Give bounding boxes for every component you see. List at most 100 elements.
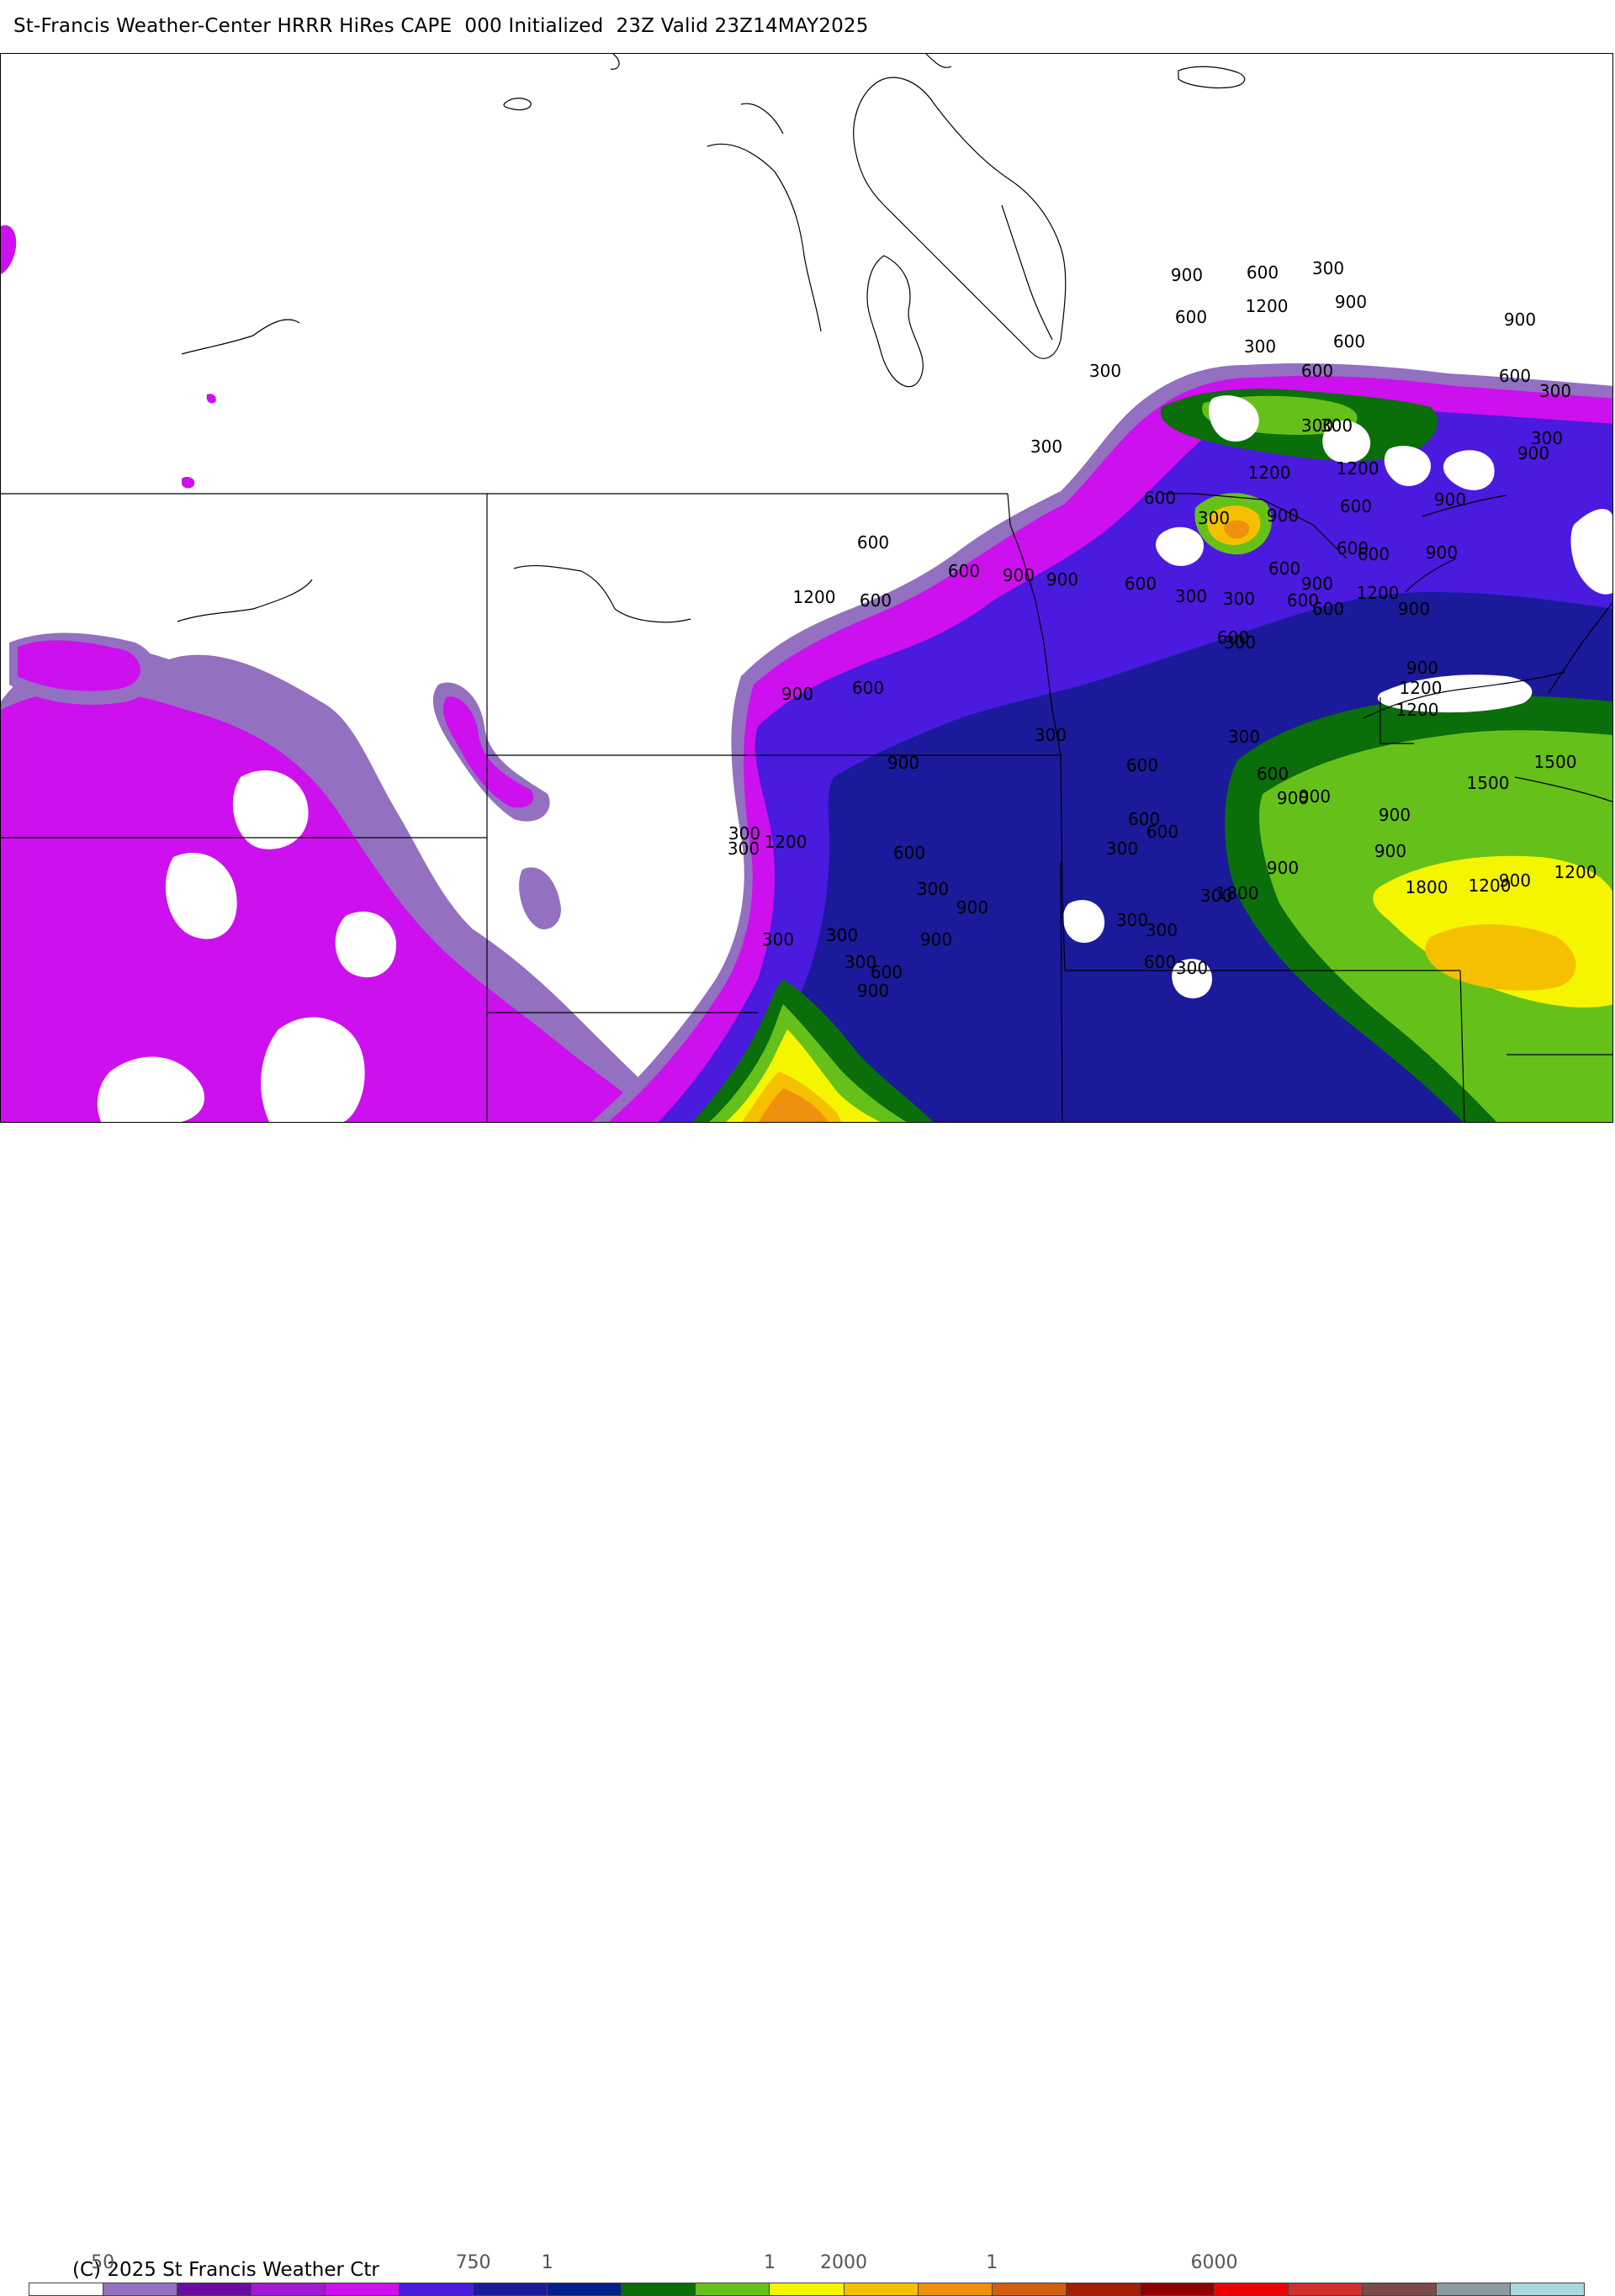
contour-label: 600 bbox=[852, 678, 884, 698]
contour-label: 600 bbox=[1217, 627, 1249, 648]
lake-outline bbox=[853, 77, 1067, 359]
cape-west-patch-4 bbox=[442, 696, 534, 808]
cape-east-gap-2 bbox=[1322, 421, 1371, 463]
contour-label: 1500 bbox=[1534, 752, 1577, 772]
contour-label: 600 bbox=[1312, 599, 1344, 619]
contour-label: 900 bbox=[887, 753, 919, 773]
contour-label: 600 bbox=[1125, 574, 1157, 594]
contour-label: 900 bbox=[1426, 542, 1458, 563]
lake-outline bbox=[1001, 204, 1053, 341]
cape-west-patch-5 bbox=[519, 867, 561, 929]
lake-outline bbox=[503, 98, 532, 111]
state-border-line bbox=[1162, 493, 1348, 559]
colorbar-cell bbox=[1288, 2283, 1363, 2295]
contour-label: 1200 bbox=[793, 587, 836, 607]
contour-label: 600 bbox=[1358, 544, 1390, 564]
state-border-line bbox=[1060, 860, 1063, 1122]
contour-label: 300 bbox=[1223, 589, 1255, 609]
contour-label: 300 bbox=[1175, 586, 1207, 606]
colorbar-cell bbox=[103, 2283, 178, 2295]
contour-label: 900 bbox=[781, 684, 813, 704]
contour-label: 600 bbox=[948, 561, 980, 581]
copyright-text: (C) 2025 St Francis Weather Ctr bbox=[72, 2259, 379, 2281]
colorbar-tick-label: 1 bbox=[541, 2252, 553, 2273]
cape-east-gap-5 bbox=[1443, 450, 1495, 490]
colorbar-cell bbox=[918, 2283, 993, 2295]
colorbar-tick-label: 750 bbox=[455, 2252, 491, 2273]
coastline bbox=[740, 103, 784, 135]
colorbar-cell bbox=[696, 2283, 770, 2295]
legend-area: (C) 2025 St Francis Weather Ctr 50 750 1 1 2… bbox=[0, 1123, 1615, 2296]
contour-label: 1200 bbox=[765, 832, 808, 852]
colorbar-cell bbox=[1066, 2283, 1141, 2295]
contour-label: 600 bbox=[1301, 361, 1333, 381]
contour-label: 300 bbox=[1244, 336, 1276, 357]
contour-label: 900 bbox=[920, 929, 952, 950]
contour-label: 1200 bbox=[1469, 876, 1512, 896]
contour-label: 900 bbox=[1277, 788, 1309, 808]
contour-label: 600 bbox=[1257, 764, 1289, 784]
contour-label: 900 bbox=[1434, 489, 1466, 510]
contour-label: 600 bbox=[871, 962, 903, 982]
river bbox=[513, 564, 691, 623]
state-border-line bbox=[1007, 493, 1062, 756]
colorbar-cell bbox=[252, 2283, 326, 2295]
contour-label: 900 bbox=[1499, 870, 1531, 891]
contour-label: 300 bbox=[1116, 910, 1148, 930]
contour-label: 900 bbox=[1374, 841, 1406, 861]
colorbar-tick-label: 50 bbox=[91, 2252, 115, 2273]
colorbar-tick-label: 1 bbox=[986, 2252, 998, 2273]
colorbar-cell bbox=[400, 2283, 474, 2295]
cape-west-patch-2 bbox=[18, 640, 141, 691]
colorbar-tick-label: 1 bbox=[763, 2252, 776, 2273]
colorbar-cell bbox=[844, 2283, 919, 2295]
contour-label: 300 bbox=[1312, 258, 1344, 278]
contour-label: 300 bbox=[826, 925, 858, 945]
cape-region-east-gold bbox=[1425, 924, 1576, 991]
contour-label: 900 bbox=[956, 897, 988, 918]
contour-label: 1200 bbox=[1337, 458, 1379, 479]
cape-gap-2 bbox=[261, 1017, 365, 1122]
contour-label: 900 bbox=[857, 981, 889, 1001]
state-border-line bbox=[1060, 754, 1460, 971]
contour-label: 600 bbox=[1333, 331, 1365, 352]
cape-east-gap-8 bbox=[1570, 509, 1612, 595]
colorbar-tick-label: 6000 bbox=[1190, 2252, 1238, 2273]
contour-label: 900 bbox=[1335, 292, 1367, 312]
cape-dot-2 bbox=[206, 394, 216, 404]
contour-label: 1500 bbox=[1467, 773, 1510, 793]
contour-label: 900 bbox=[1267, 858, 1299, 878]
contour-label: 900 bbox=[1299, 786, 1331, 807]
contour-label: 900 bbox=[1517, 443, 1549, 463]
colorbar-cell bbox=[1510, 2283, 1584, 2295]
coastline bbox=[610, 54, 620, 70]
contour-label: 300 bbox=[1106, 839, 1138, 859]
cape-lake-hotspot-c bbox=[1224, 520, 1250, 539]
cape-west-edge bbox=[1, 225, 17, 274]
contour-label: 300 bbox=[1198, 508, 1230, 528]
lake-outline bbox=[1178, 66, 1246, 89]
contour-label: 300 bbox=[728, 839, 760, 859]
contour-label: 600 bbox=[1126, 755, 1158, 775]
map-title: St-Francis Weather-Center HRRR HiRes CAP… bbox=[13, 15, 869, 37]
cape-shading bbox=[1, 225, 1612, 1122]
colorbar bbox=[29, 2283, 1585, 2296]
contour-label: 600 bbox=[1268, 558, 1300, 579]
colorbar-cell bbox=[177, 2283, 252, 2295]
cape-south-orange bbox=[759, 1088, 829, 1122]
cape-gap-1 bbox=[97, 1056, 204, 1122]
colorbar-cell bbox=[1140, 2283, 1215, 2295]
contour-label: 600 bbox=[857, 532, 889, 553]
contour-label: 600 bbox=[893, 843, 925, 863]
contour-label: 900 bbox=[1379, 805, 1411, 825]
cape-east-gap-4 bbox=[1384, 446, 1431, 486]
coastline bbox=[1422, 495, 1507, 517]
contour-label: 900 bbox=[1003, 565, 1035, 585]
contour-label: 900 bbox=[1171, 265, 1203, 285]
colorbar-cell bbox=[992, 2283, 1067, 2295]
contour-label: 600 bbox=[1337, 538, 1369, 558]
contour-label: 300 bbox=[762, 929, 794, 950]
contour-label: 300 bbox=[845, 952, 876, 972]
